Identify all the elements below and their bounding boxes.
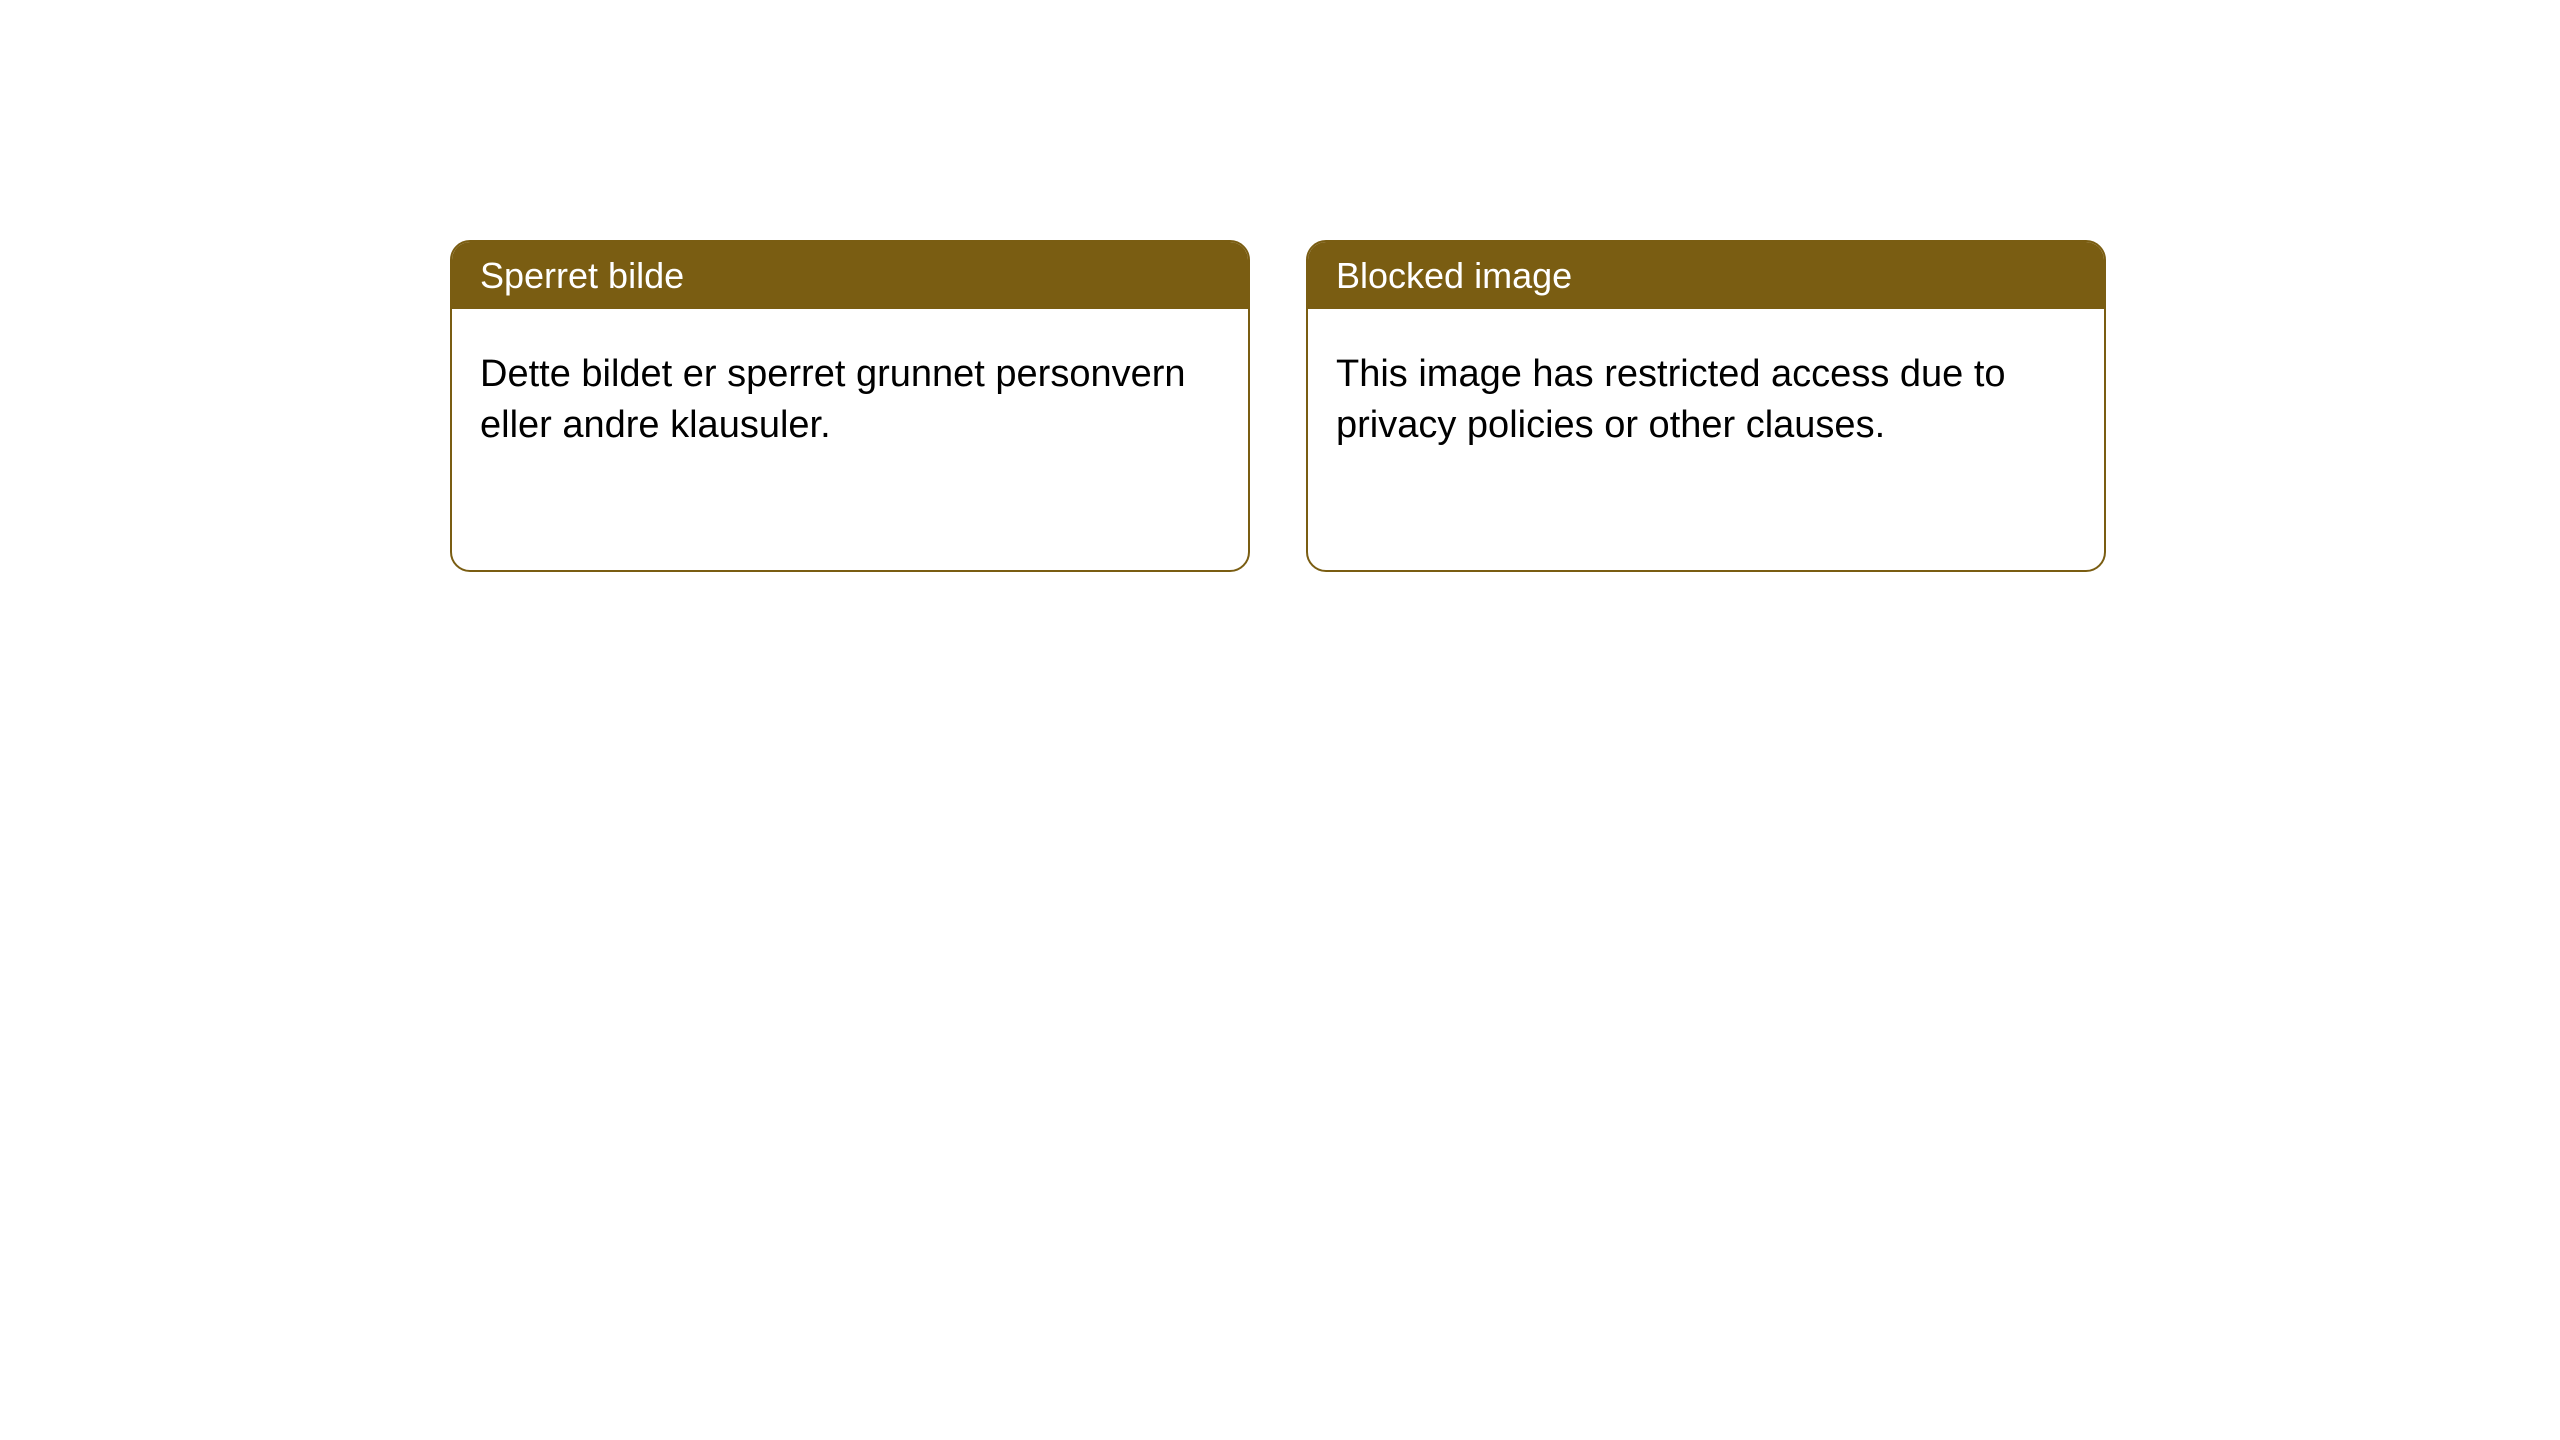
card-title-en: Blocked image	[1336, 255, 1572, 296]
card-title-no: Sperret bilde	[480, 255, 684, 296]
card-body-no: Dette bildet er sperret grunnet personve…	[452, 309, 1248, 570]
card-header-no: Sperret bilde	[452, 242, 1248, 309]
card-body-text-no: Dette bildet er sperret grunnet personve…	[480, 353, 1186, 446]
card-header-en: Blocked image	[1308, 242, 2104, 309]
blocked-image-card-no: Sperret bilde Dette bildet er sperret gr…	[450, 240, 1250, 572]
cards-container: Sperret bilde Dette bildet er sperret gr…	[450, 240, 2106, 572]
card-body-en: This image has restricted access due to …	[1308, 309, 2104, 570]
blocked-image-card-en: Blocked image This image has restricted …	[1306, 240, 2106, 572]
card-body-text-en: This image has restricted access due to …	[1336, 353, 2006, 446]
